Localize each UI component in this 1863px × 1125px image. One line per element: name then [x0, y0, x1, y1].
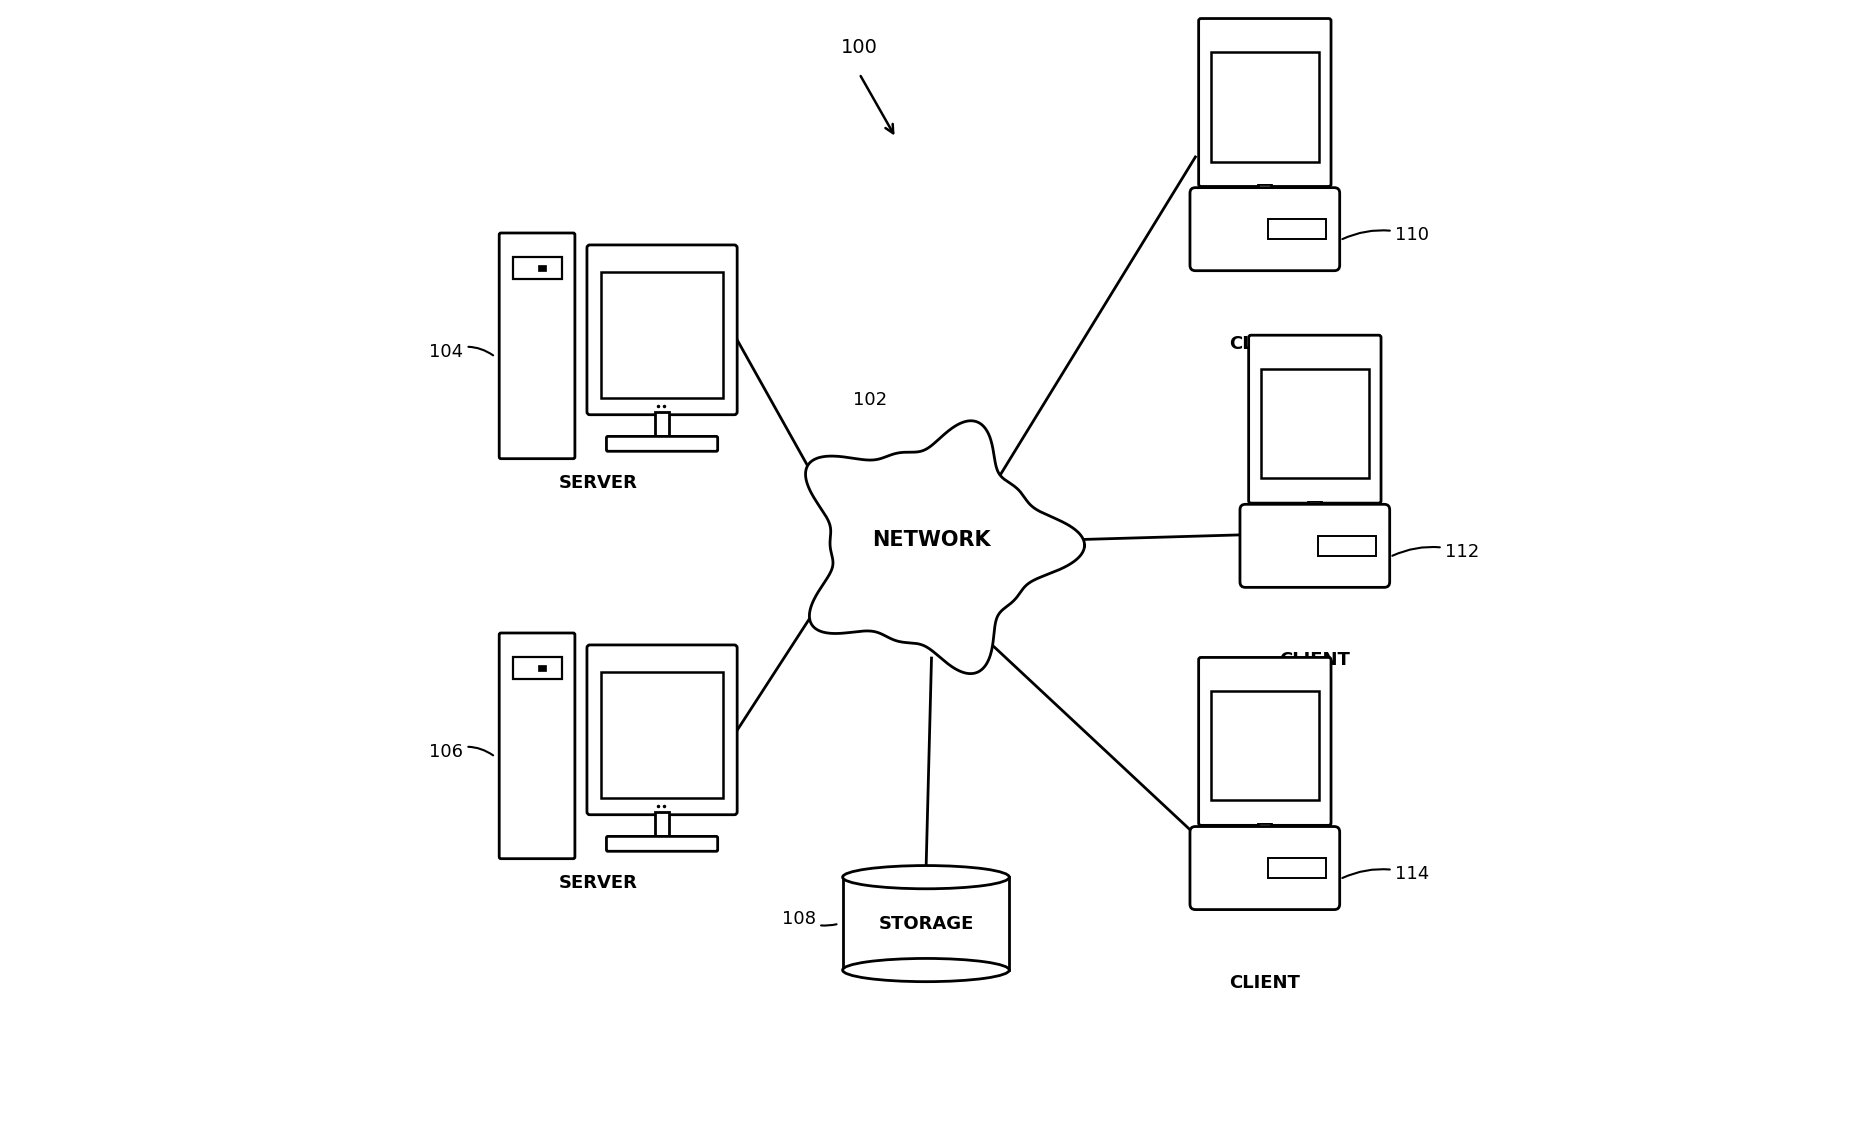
Text: 108: 108	[781, 910, 836, 928]
FancyBboxPatch shape	[607, 836, 717, 852]
FancyBboxPatch shape	[1317, 536, 1377, 556]
Text: CLIENT: CLIENT	[1230, 973, 1300, 991]
Text: CLIENT: CLIENT	[1280, 651, 1351, 669]
FancyBboxPatch shape	[1308, 501, 1321, 519]
FancyBboxPatch shape	[1198, 18, 1330, 187]
FancyBboxPatch shape	[1241, 504, 1390, 587]
Text: 100: 100	[840, 38, 877, 57]
FancyBboxPatch shape	[1250, 487, 1379, 501]
Text: SERVER: SERVER	[559, 874, 637, 892]
FancyBboxPatch shape	[602, 272, 723, 398]
FancyBboxPatch shape	[587, 645, 738, 814]
Polygon shape	[805, 421, 1084, 674]
FancyBboxPatch shape	[538, 665, 546, 670]
FancyBboxPatch shape	[512, 256, 561, 279]
FancyBboxPatch shape	[602, 672, 723, 798]
FancyBboxPatch shape	[1198, 657, 1330, 826]
FancyBboxPatch shape	[587, 245, 738, 415]
Text: SERVER: SERVER	[559, 474, 637, 492]
FancyBboxPatch shape	[654, 812, 669, 838]
FancyBboxPatch shape	[1261, 369, 1369, 478]
Ellipse shape	[842, 958, 1010, 982]
FancyBboxPatch shape	[499, 233, 576, 459]
FancyBboxPatch shape	[499, 633, 576, 858]
FancyBboxPatch shape	[654, 412, 669, 438]
Text: 110: 110	[1343, 226, 1429, 244]
FancyBboxPatch shape	[1202, 171, 1328, 184]
FancyBboxPatch shape	[1190, 827, 1339, 910]
FancyBboxPatch shape	[1258, 824, 1271, 840]
Text: NETWORK: NETWORK	[872, 530, 991, 550]
Text: 102: 102	[853, 392, 887, 410]
FancyBboxPatch shape	[1190, 188, 1339, 271]
FancyBboxPatch shape	[1202, 810, 1328, 824]
FancyBboxPatch shape	[1267, 219, 1326, 240]
FancyBboxPatch shape	[512, 657, 561, 680]
Ellipse shape	[842, 865, 1010, 889]
Text: 104: 104	[428, 343, 494, 361]
FancyBboxPatch shape	[1267, 858, 1326, 879]
Text: STORAGE: STORAGE	[877, 915, 974, 933]
FancyBboxPatch shape	[1258, 184, 1271, 201]
Text: 114: 114	[1343, 865, 1429, 883]
Text: 112: 112	[1392, 543, 1479, 561]
FancyBboxPatch shape	[1211, 692, 1319, 800]
FancyBboxPatch shape	[842, 878, 1010, 970]
FancyBboxPatch shape	[1211, 53, 1319, 162]
FancyBboxPatch shape	[1248, 335, 1380, 503]
FancyBboxPatch shape	[607, 436, 717, 451]
FancyBboxPatch shape	[538, 266, 546, 271]
Text: 106: 106	[428, 742, 494, 760]
Text: CLIENT: CLIENT	[1230, 335, 1300, 353]
